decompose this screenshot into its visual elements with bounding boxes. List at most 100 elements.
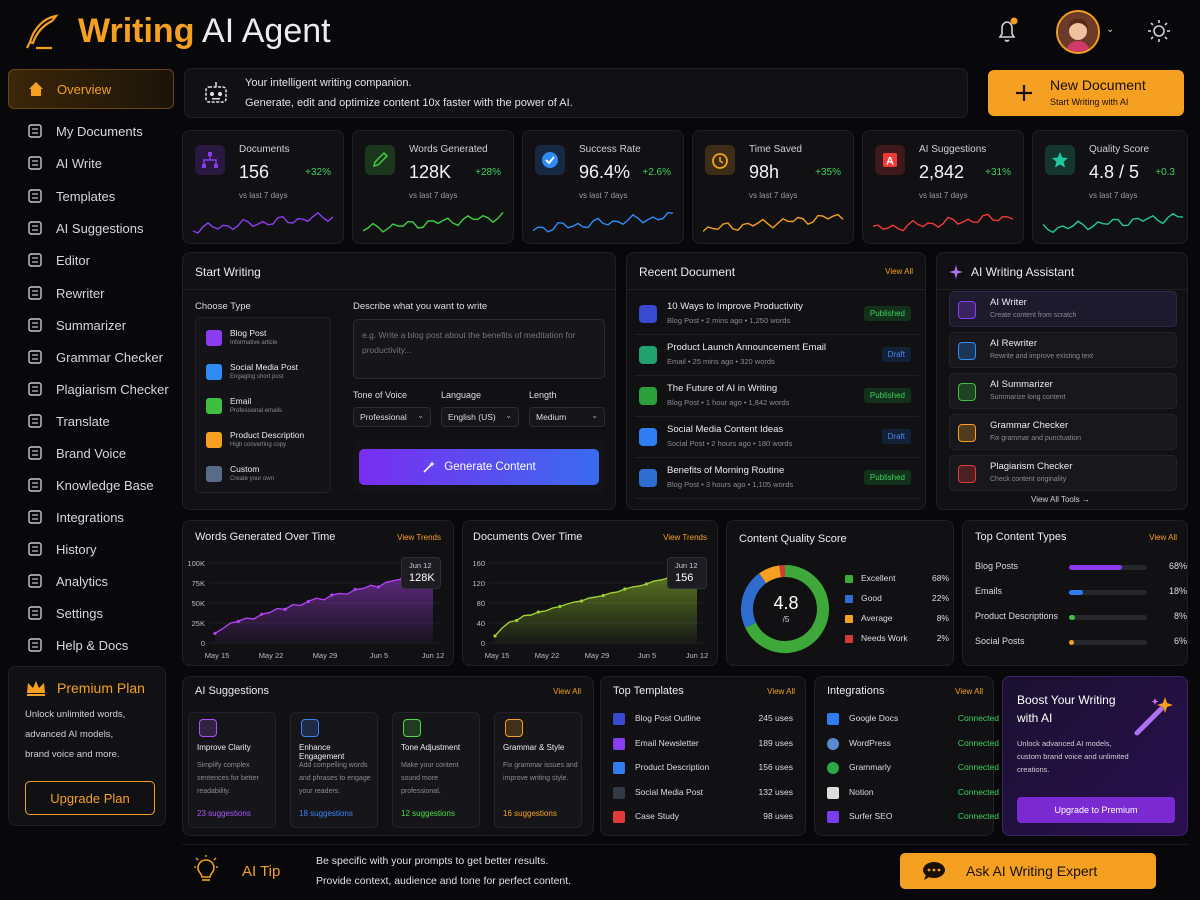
generate-content-button[interactable]: Generate Content [359,449,599,485]
template-row[interactable]: Product Description 156 uses [613,760,793,782]
sidebar-item-ai-write[interactable]: AI Write [8,148,174,178]
type-option-blog-post[interactable]: Blog Post Informative article [204,326,332,356]
recent-document-row[interactable]: The Future of AI in Writing Blog Post • 1… [635,379,919,417]
sidebar-item-templates[interactable]: Templates [8,181,174,211]
avatar-chevron-icon[interactable]: ⌄ [1106,24,1115,35]
sparkline [1043,212,1184,234]
integrations-view-all-link[interactable]: View All [955,687,983,696]
tone-select[interactable]: Professional ⌄ [353,407,431,427]
ask-expert-button[interactable]: Ask AI Writing Expert [900,853,1156,889]
tool-grammar-checker[interactable]: Grammar Checker Fix grammar and punctuati… [949,414,1177,450]
x-tick-label: Jun 12 [686,651,709,660]
data-point [213,631,217,635]
type-option-email[interactable]: Email Professional emails [204,394,332,424]
sidebar-item-brand-voice[interactable]: Brand Voice [8,438,174,468]
sidebar-item-integrations[interactable]: Integrations [8,502,174,532]
sidebar-item-rewriter[interactable]: Rewriter [8,278,174,308]
ask-expert-label: Ask AI Writing Expert [966,863,1098,879]
documents-view-trends-link[interactable]: View Trends [663,533,707,542]
recent-document-row[interactable]: Product Launch Announcement Email Email •… [635,338,919,376]
language-select[interactable]: English (US) ⌄ [441,407,519,427]
tool-icon [958,301,976,319]
words-view-trends-link[interactable]: View Trends [397,533,441,542]
legend-swatch [845,595,853,603]
sidebar-item-label: AI Suggestions [56,220,144,236]
sidebar-item-plagiarism-checker[interactable]: Plagiarism Checker [8,374,174,404]
length-select[interactable]: Medium ⌄ [529,407,605,427]
sidebar-item-ai-suggestions[interactable]: AI Suggestions [8,213,174,243]
notifications-button[interactable] [992,16,1022,46]
quality-donut-chart [741,565,829,653]
template-row[interactable]: Social Media Post 132 uses [613,785,793,807]
templates-view-all-link[interactable]: View All [767,687,795,696]
tool-ai-writer[interactable]: AI Writer Create content from scratch [949,291,1177,327]
tool-name: AI Summarizer [990,379,1053,390]
legend-swatch [845,635,853,643]
sidebar-item-my-documents[interactable]: My Documents [8,116,174,146]
stat-change: +32% [305,167,331,178]
suggestion-name: Improve Clarity [197,743,251,752]
template-row[interactable]: Email Newsletter 189 uses [613,736,793,758]
sidebar-item-label: Rewriter [56,285,105,301]
new-document-button[interactable]: New Document Start Writing with AI [988,70,1184,116]
template-row[interactable]: Blog Post Outline 245 uses [613,711,793,733]
integration-icon [827,713,839,725]
integration-row[interactable]: WordPress Connected [827,736,999,758]
content-type-row: Blog Posts 68% [975,561,1187,581]
upgrade-premium-button[interactable]: Upgrade to Premium [1017,797,1175,823]
tool-ai-summarizer[interactable]: AI Summarizer Summarize long content [949,373,1177,409]
data-point [515,618,519,623]
suggestion-card[interactable]: Improve Clarity Simplify complex sentence… [188,712,276,828]
sidebar-item-settings[interactable]: Settings [8,598,174,628]
integration-row[interactable]: Grammarly Connected [827,760,999,782]
sidebar-item-history[interactable]: History [8,534,174,564]
suggestion-desc: Make your content sound more professiona… [401,762,459,795]
tool-plagiarism-checker[interactable]: Plagiarism Checker Check content original… [949,455,1177,491]
sidebar-item-label: My Documents [56,123,143,139]
document-icon [639,469,657,487]
upgrade-plan-button[interactable]: Upgrade Plan [25,781,155,815]
recent-document-row[interactable]: 10 Ways to Improve Productivity Blog Post… [635,297,919,335]
integration-row[interactable]: Surfer SEO Connected [827,809,999,831]
tone-value: Professional [360,412,407,422]
suggestion-card[interactable]: Grammar & Style Fix grammar issues and im… [494,712,582,828]
integration-row[interactable]: Google Docs Connected [827,711,999,733]
template-icon [613,811,625,823]
stat-card-words-generated: Words Generated 128K +28% vs last 7 days [352,130,514,244]
recent-view-all-link[interactable]: View All [885,267,913,276]
sidebar-item-translate[interactable]: Translate [8,406,174,436]
view-all-tools-link[interactable]: View All Tools → [1031,495,1090,504]
sidebar-item-analytics[interactable]: Analytics [8,566,174,596]
user-avatar[interactable] [1056,10,1100,54]
type-icon [206,398,222,414]
ai-tip-label: AI Tip [242,863,281,880]
integration-row[interactable]: Notion Connected [827,785,999,807]
check-circle-icon [542,152,558,168]
suggestions-view-all-link[interactable]: View All [553,687,581,696]
sidebar-item-help-docs[interactable]: Help & Docs [8,630,174,660]
template-icon [613,762,625,774]
template-name: Email Newsletter [635,737,699,748]
type-option-social-media-post[interactable]: Social Media Post Engaging short post [204,360,332,390]
sidebar-item-knowledge-base[interactable]: Knowledge Base [8,470,174,500]
tool-ai-rewriter[interactable]: AI Rewriter Rewrite and improve existing … [949,332,1177,368]
sparkle-icon [949,265,963,279]
describe-input[interactable] [353,319,605,379]
sidebar-item-overview[interactable]: Overview [8,69,174,109]
template-row[interactable]: Case Study 98 uses [613,809,793,831]
type-option-custom[interactable]: Custom Create your own [204,462,332,492]
suggestion-card[interactable]: Enhance Engagement Add compelling words a… [290,712,378,828]
theme-toggle-button[interactable] [1146,18,1172,44]
magic-wand-icon [423,461,436,473]
type-option-product-description[interactable]: Product Description High converting copy [204,428,332,458]
recent-document-row[interactable]: Social Media Content Ideas Social Post • … [635,420,919,458]
stat-change: +28% [475,167,501,178]
suggestion-card[interactable]: Tone Adjustment Make your content sound m… [392,712,480,828]
recent-document-row[interactable]: Benefits of Morning Routine Blog Post • 3… [635,461,919,499]
sidebar-item-grammar-checker[interactable]: Grammar Checker [8,342,174,372]
top-types-view-all-link[interactable]: View All [1149,533,1177,542]
suggestion-count: 16 suggestions [503,809,557,818]
document-meta: Blog Post • 1 hour ago • 1,842 words [667,398,790,407]
sidebar-item-editor[interactable]: Editor [8,245,174,275]
sidebar-item-summarizer[interactable]: Summarizer [8,310,174,340]
